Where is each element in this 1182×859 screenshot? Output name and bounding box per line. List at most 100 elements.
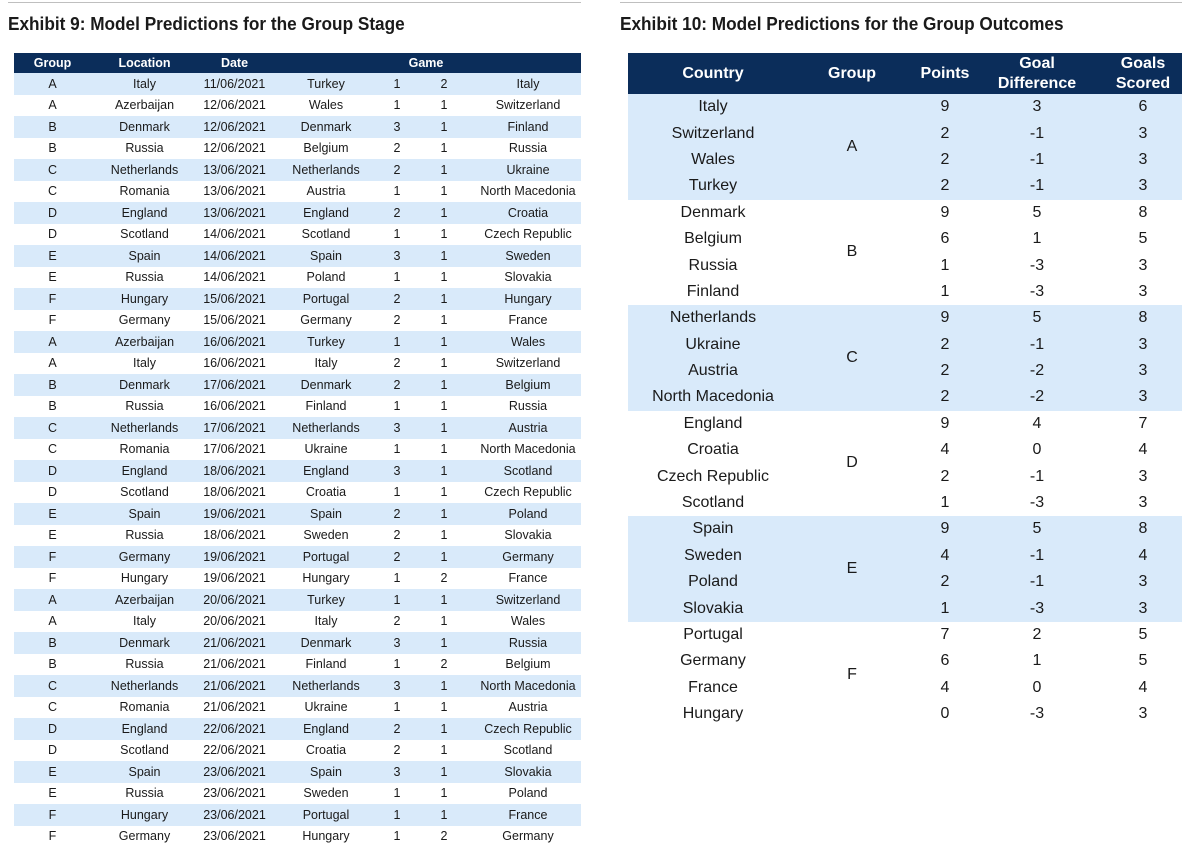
cell-away-team: Italy [475, 73, 581, 95]
cell-away-score: 1 [413, 589, 475, 611]
cell-location: Denmark [91, 116, 198, 138]
cell-away-team: North Macedonia [480, 442, 576, 457]
cell-date: 17/06/2021 [198, 374, 271, 396]
cell-location: England [91, 202, 198, 224]
cell-country: Austria [628, 357, 798, 385]
cell-away-team: Slovakia [475, 761, 581, 783]
cell-home-team: Turkey [271, 331, 381, 353]
table-row: Italy A 9 3 6 [628, 94, 1182, 200]
cell-location: Spain [91, 761, 198, 783]
cell-date: 23/06/2021 [203, 786, 266, 801]
cell-country: Russia [688, 256, 738, 274]
cell-home-score: 2 [393, 528, 401, 543]
table-row: Turkey 2 -1 3 [628, 173, 1182, 200]
table-row: Ukraine 2 -1 3 [628, 331, 1182, 358]
cell-home-team: Portugal [271, 288, 381, 310]
cell-group: D [47, 743, 58, 758]
cell-points: 1 [940, 282, 950, 300]
cell-away-team: Poland [475, 503, 581, 525]
cell-goal-difference: 3 [984, 94, 1090, 121]
cell-away-team: Scotland [475, 460, 581, 482]
cell-away-score: 1 [440, 399, 448, 414]
cell-goal-difference: 4 [1032, 414, 1042, 432]
cell-home-team: Netherlands [271, 159, 381, 181]
table-row: E Russia 14/06/2021 Poland 1 1 Slovakia [14, 267, 581, 289]
cell-group: E [14, 245, 91, 267]
table-row: Finland 1 -3 3 [628, 279, 1182, 305]
cell-country: Italy [628, 94, 798, 121]
table-row: Denmark B 9 5 8 [628, 200, 1182, 261]
cell-goal-difference: 5 [984, 305, 1090, 332]
cell-home-score: 1 [393, 442, 401, 457]
cell-group: B [846, 243, 858, 261]
cell-goals-scored: 3 [1090, 120, 1182, 147]
cell-goal-difference: -1 [984, 542, 1090, 570]
cell-goal-difference: -1 [984, 173, 1090, 200]
cell-away-team: Finland [475, 116, 581, 138]
cell-points: 2 [906, 357, 984, 385]
cell-group: A [798, 94, 906, 200]
cell-away-team: Russia [508, 399, 548, 414]
cell-date: 17/06/2021 [203, 442, 266, 457]
cell-group: D [14, 202, 91, 224]
cell-location: Russia [125, 399, 164, 414]
cell-home-team: Finland [305, 399, 347, 414]
cell-country: Netherlands [628, 305, 798, 332]
cell-away-score: 1 [413, 503, 475, 525]
table-row: Netherlands C 9 5 8 [628, 305, 1182, 411]
cell-location: Russia [125, 657, 164, 672]
cell-location: Germany [118, 313, 171, 328]
cell-goals-scored: 3 [1138, 282, 1148, 300]
cell-home-team: Austria [306, 184, 346, 199]
cell-away-team: Czech Republic [475, 718, 581, 740]
cell-away-score: 1 [413, 417, 475, 439]
cell-home-score: 2 [393, 356, 401, 371]
cell-date: 21/06/2021 [203, 700, 266, 715]
cell-location: Romania [119, 442, 170, 457]
cell-group: B [48, 141, 57, 156]
cell-group: C [798, 305, 906, 411]
header-goals-scored: Goals Scored [1090, 53, 1182, 94]
cell-goals-scored: 8 [1138, 203, 1148, 221]
cell-goal-difference: -1 [1029, 467, 1045, 485]
cell-date: 19/06/2021 [198, 546, 271, 568]
cell-away-team: Scotland [503, 743, 553, 758]
cell-country: Finland [686, 282, 740, 300]
cell-location: Italy [91, 73, 198, 95]
cell-date: 23/06/2021 [198, 804, 271, 826]
table-row: Switzerland 2 -1 3 [628, 120, 1182, 147]
cell-goal-difference: -3 [1029, 494, 1045, 512]
cell-country: Slovakia [628, 595, 798, 622]
cell-away-team: Sweden [475, 245, 581, 267]
group-block: Netherlands C 9 5 8 Ukraine 2 -1 3 Austria 2 -2 3 Nor… [628, 305, 1182, 411]
table-row: F Hungary 23/06/2021 Portugal 1 1 France [14, 804, 581, 826]
table-row: B Russia 21/06/2021 Finland 1 2 Belgium [14, 654, 581, 676]
exhibit-9-title: Exhibit 9: Model Predictions for the Gro… [8, 13, 405, 34]
cell-group: F [847, 665, 857, 683]
cell-goals-scored: 8 [1090, 516, 1182, 543]
cell-home-score: 3 [381, 632, 413, 654]
table-row: A Italy 20/06/2021 Italy 2 1 Wales [14, 611, 581, 633]
cell-group: A [14, 73, 91, 95]
table-row: B Russia 12/06/2021 Belgium 2 1 Russia [14, 138, 581, 160]
cell-group: C [14, 159, 91, 181]
cell-away-team: Germany [502, 829, 554, 844]
cell-location: Romania [119, 184, 170, 199]
group-block: Denmark B 9 5 8 Belgium 6 1 5 Russia 1 -3 3 Finland 1 -… [628, 200, 1182, 306]
cell-points: 2 [906, 146, 984, 174]
table-row: Wales 2 -1 3 [628, 146, 1182, 174]
table-row: D Scotland 18/06/2021 Croatia 1 1 Czech Republ… [14, 482, 581, 504]
cell-home-team: Germany [300, 313, 352, 328]
table-row: F Germany 19/06/2021 Portugal 2 1 Germany [14, 546, 581, 568]
cell-group: C [47, 700, 58, 715]
cell-home-team: Belgium [303, 141, 349, 156]
cell-points: 2 [940, 467, 950, 485]
cell-away-team: Austria [475, 417, 581, 439]
cell-home-score: 2 [393, 743, 401, 758]
table-row: England D 9 4 7 [628, 411, 1182, 472]
header-group: Group [14, 53, 91, 73]
cell-home-score: 1 [393, 657, 401, 672]
cell-away-team: Austria [508, 700, 548, 715]
cell-group: F [48, 571, 57, 586]
cell-goal-difference: -3 [984, 595, 1090, 622]
